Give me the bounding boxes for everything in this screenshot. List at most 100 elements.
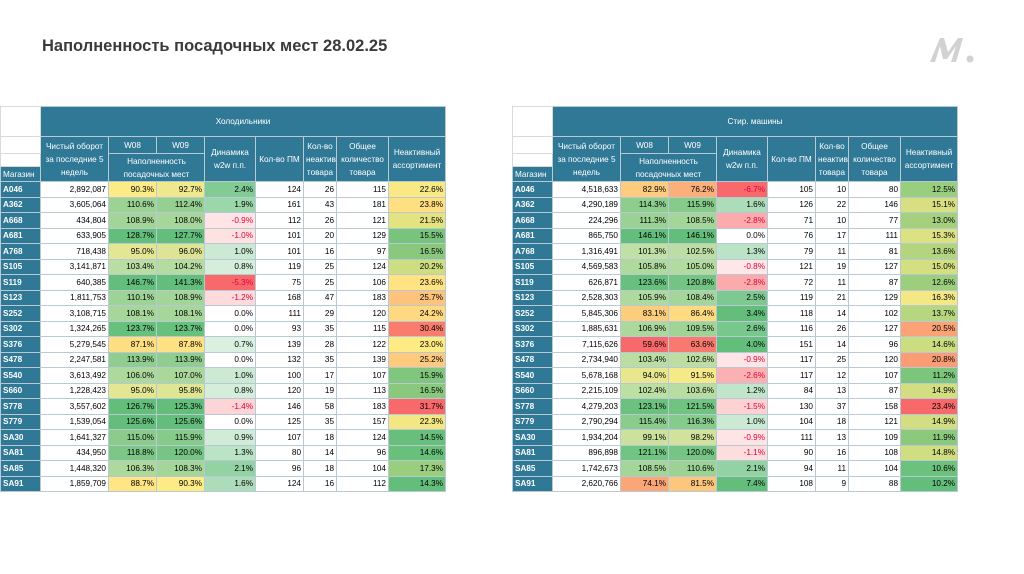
store-header: Магазин — [512, 166, 553, 182]
total-count-cell: 181 — [336, 196, 389, 213]
net-turnover-cell: 1,448,320 — [40, 460, 109, 477]
pm-count-cell: 101 — [255, 243, 304, 260]
fill-w08-cell: 125.6% — [108, 413, 157, 430]
fill-w09-cell: 86.4% — [668, 305, 717, 322]
total-count-cell: 115 — [336, 181, 389, 198]
total-count-cell: 158 — [848, 398, 901, 415]
inactive-assort-cell: 14.3% — [387, 475, 447, 492]
net-turnover-cell: 865,750 — [552, 227, 621, 244]
fill-w09-cell: 108.9% — [156, 289, 205, 306]
fill-w08-cell: 126.7% — [108, 398, 157, 415]
pm-count-cell: 125 — [255, 413, 304, 430]
table-row: SA85 1,742,673 108.5% 110.6% 2.1% 94 11 104 10.6… — [512, 460, 959, 477]
pm-count-cell: 107 — [255, 429, 304, 446]
table-row: A362 3,605,064 110.6% 112.4% 1.9% 161 43 181 23.… — [0, 196, 447, 213]
inactive-assort-cell: 15.3% — [899, 227, 959, 244]
store-code-cell: S302 — [0, 320, 41, 337]
store-code-cell: S123 — [512, 289, 553, 306]
table-row: S119 640,385 146.7% 141.3% -5.3% 75 25 106 23.6% — [0, 274, 447, 291]
fill-w09-cell: 104.2% — [156, 258, 205, 275]
dynamics-cell: 2.6% — [716, 320, 768, 337]
store-code-cell: S119 — [512, 274, 553, 291]
fill-w09-cell: 112.4% — [156, 196, 205, 213]
fill-w08-cell: 108.1% — [108, 305, 157, 322]
total-count-cell: 120 — [848, 351, 901, 368]
total-count-cell: 80 — [848, 181, 901, 198]
fill-w08-cell: 105.8% — [620, 258, 669, 275]
store-code-cell: A681 — [0, 227, 41, 244]
store-code-cell: A046 — [0, 181, 41, 198]
fill-w08-cell: 115.4% — [620, 413, 669, 430]
pm-count-cell: 116 — [767, 320, 816, 337]
dynamics-cell: 2.1% — [204, 460, 256, 477]
fill-w08-cell: 123.1% — [620, 398, 669, 415]
net-turnover-cell: 640,385 — [40, 274, 109, 291]
net-turnover-cell: 3,557,602 — [40, 398, 109, 415]
net-turnover-cell: 2,528,303 — [552, 289, 621, 306]
inactive-count-cell: 18 — [815, 413, 849, 430]
fill-w08-cell: 94.0% — [620, 367, 669, 384]
inactive-assort-cell: 14.8% — [899, 444, 959, 461]
dynamics-cell: 1.0% — [716, 413, 768, 430]
total-count-cell: 127 — [848, 320, 901, 337]
fill-w09-cell: 141.3% — [156, 274, 205, 291]
fill-w08-cell: 111.3% — [620, 212, 669, 229]
table-row: A668 434,804 108.9% 108.0% -0.9% 112 26 121 21.5… — [0, 212, 447, 229]
fill-w08-cell: 113.9% — [108, 351, 157, 368]
inactive-assort-cell: 15.9% — [387, 367, 447, 384]
dynamics-cell: -2.8% — [716, 212, 768, 229]
dynamics-cell: 1.3% — [716, 243, 768, 260]
fill-w09-cell: 116.3% — [668, 413, 717, 430]
fill-w09-cell: 121.5% — [668, 398, 717, 415]
table-row: S779 1,539,054 125.6% 125.6% 0.0% 125 35 157 22.… — [0, 413, 447, 430]
dynamics-cell: 0.0% — [204, 413, 256, 430]
net-turnover-header: Чистый оборот за последние 5 недель — [40, 136, 109, 182]
store-code-cell: S376 — [0, 336, 41, 353]
table-row: S778 4,279,203 123.1% 121.5% -1.5% 130 37 158 23… — [512, 398, 959, 415]
net-turnover-cell: 3,613,492 — [40, 367, 109, 384]
inactive-count-cell: 18 — [303, 429, 337, 446]
table-row: SA81 434,950 118.8% 120.0% 1.3% 80 14 96 14.6% — [0, 444, 447, 461]
store-code-cell: A768 — [512, 243, 553, 260]
inactive-count-cell: 37 — [815, 398, 849, 415]
washers-table: Стир. машины Чистый оборот за последние 5… — [512, 106, 959, 492]
store-code-cell: SA91 — [512, 475, 553, 492]
fill-w09-cell: 109.5% — [668, 320, 717, 337]
total-count-header: Общее количество товара — [336, 136, 389, 182]
table-row: S376 5,279,545 87.1% 87.8% 0.7% 139 28 122 23.0% — [0, 336, 447, 353]
inactive-count-cell: 11 — [815, 274, 849, 291]
inactive-assort-cell: 17.3% — [387, 460, 447, 477]
dynamics-cell: -2.8% — [716, 274, 768, 291]
net-turnover-cell: 1,316,491 — [552, 243, 621, 260]
table-row: A681 865,750 146.1% 146.1% 0.0% 76 17 111 15.3% — [512, 227, 959, 244]
inactive-count-cell: 13 — [815, 382, 849, 399]
total-count-cell: 96 — [848, 336, 901, 353]
fill-w09-cell: 95.8% — [156, 382, 205, 399]
dynamics-cell: -1.1% — [716, 444, 768, 461]
fill-w09-cell: 103.6% — [668, 382, 717, 399]
net-turnover-cell: 1,641,327 — [40, 429, 109, 446]
store-code-cell: S660 — [0, 382, 41, 399]
fill-w08-cell: 95.0% — [108, 243, 157, 260]
fill-w09-cell: 123.7% — [156, 320, 205, 337]
data-table: Холодильники Чистый оборот за последние 5… — [0, 106, 447, 492]
fill-w09-cell: 87.8% — [156, 336, 205, 353]
total-count-cell: 120 — [336, 305, 389, 322]
dynamics-cell: 3.4% — [716, 305, 768, 322]
table-row: A668 224,296 111.3% 108.5% -2.8% 71 10 77 13.0% — [512, 212, 959, 229]
pm-count-header: Кол-во ПМ — [255, 136, 304, 182]
table-row: S252 5,845,306 83.1% 86.4% 3.4% 118 14 102 13.7% — [512, 305, 959, 322]
table-row: S478 2,734,940 103.4% 102.6% -0.9% 117 25 120 20… — [512, 351, 959, 368]
net-turnover-cell: 633,905 — [40, 227, 109, 244]
dynamics-cell: -6.7% — [716, 181, 768, 198]
pm-count-header: Кол-во ПМ — [767, 136, 816, 182]
inactive-assort-cell: 16.5% — [387, 382, 447, 399]
total-count-cell: 139 — [336, 351, 389, 368]
store-code-cell: A668 — [512, 212, 553, 229]
table-row: S119 626,871 123.6% 120.8% -2.8% 72 11 87 12.6% — [512, 274, 959, 291]
total-count-cell: 127 — [848, 258, 901, 275]
table-row: A362 4,290,189 114.3% 115.9% 1.6% 126 22 146 15.… — [512, 196, 959, 213]
store-code-cell: S123 — [0, 289, 41, 306]
net-turnover-cell: 1,539,054 — [40, 413, 109, 430]
week-w08-header: W08 — [620, 136, 669, 154]
